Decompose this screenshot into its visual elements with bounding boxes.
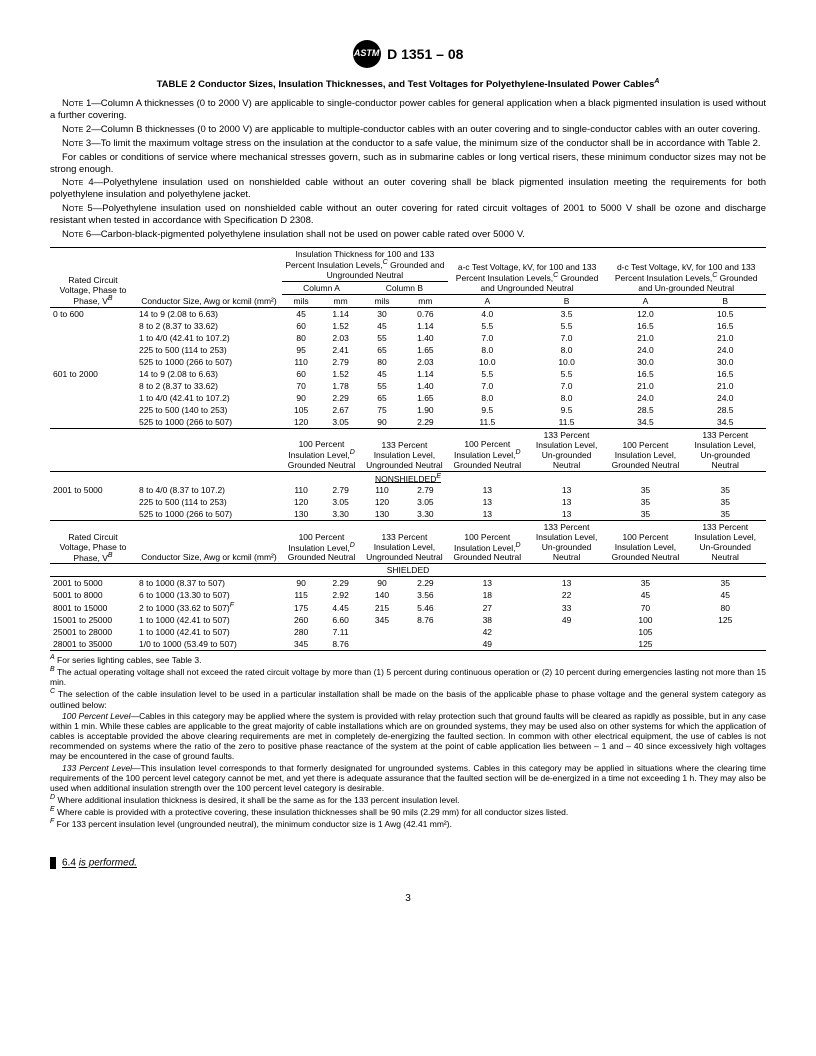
page-number: 3 — [50, 893, 766, 904]
doc-id: D 1351 – 08 — [387, 46, 463, 62]
astm-logo: ASTM — [353, 40, 381, 68]
table-title: TABLE 2 Conductor Sizes, Insulation Thic… — [50, 78, 766, 90]
clause-line: 6.4 is performed. — [50, 857, 766, 869]
doc-header: ASTM D 1351 – 08 — [50, 40, 766, 68]
main-table: Rated Circuit Voltage, Phase to Phase, V… — [50, 247, 766, 651]
footnotes: A For series lighting cables, see Table … — [50, 654, 766, 829]
notes-block: Note 1—Column A thicknesses (0 to 2000 V… — [50, 98, 766, 241]
